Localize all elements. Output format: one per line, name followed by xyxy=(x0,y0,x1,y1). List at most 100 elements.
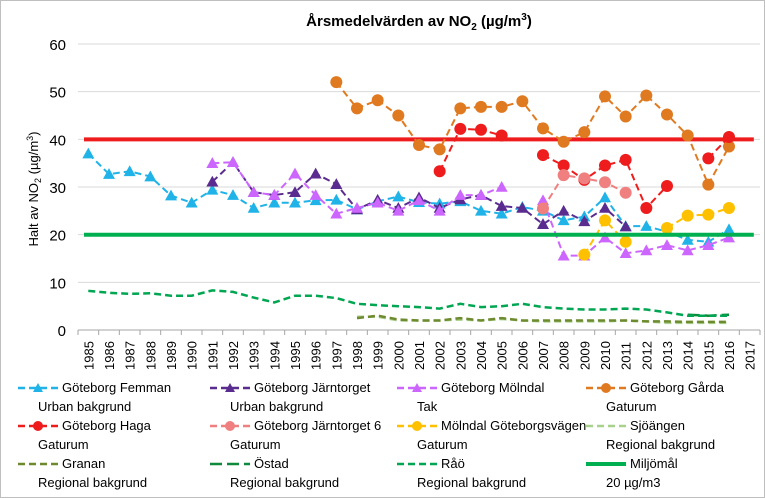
data-point xyxy=(454,189,467,200)
data-point xyxy=(82,147,95,159)
data-point xyxy=(557,204,570,216)
y-tick-label: 30 xyxy=(49,180,66,197)
data-point xyxy=(433,204,446,216)
series-line xyxy=(438,127,502,172)
data-point xyxy=(537,149,549,162)
data-point xyxy=(619,247,632,259)
data-point xyxy=(475,123,487,136)
data-point xyxy=(454,122,467,135)
data-point xyxy=(330,193,343,205)
series-10 xyxy=(88,289,729,317)
legend-sublabel: Gaturum xyxy=(230,437,281,452)
data-point xyxy=(702,208,715,221)
data-point xyxy=(557,169,570,182)
y-tick-label: 50 xyxy=(49,85,66,102)
x-tick-label: 2015 xyxy=(701,341,716,370)
legend-label: Göteborg Mölndal xyxy=(441,380,544,395)
series-line xyxy=(542,199,730,257)
y-tick-label: 10 xyxy=(49,275,66,292)
data-point xyxy=(640,244,653,256)
data-point xyxy=(578,172,591,185)
data-point xyxy=(537,218,549,229)
data-point xyxy=(578,126,591,139)
x-tick-label: 2014 xyxy=(681,341,696,370)
data-point xyxy=(537,122,549,135)
series-layer xyxy=(82,76,754,325)
data-point xyxy=(206,175,219,187)
data-point xyxy=(723,231,735,243)
data-point xyxy=(723,223,735,235)
data-point xyxy=(495,200,508,211)
data-point xyxy=(206,183,219,195)
series-line xyxy=(335,81,730,187)
data-point xyxy=(702,178,715,191)
data-point xyxy=(702,239,715,250)
x-tick-label: 1998 xyxy=(350,341,365,370)
data-point xyxy=(661,221,673,234)
x-tick-label: 1995 xyxy=(288,341,303,370)
x-tick-label: 1992 xyxy=(226,341,241,370)
data-point xyxy=(371,196,384,208)
x-tick-label: 2000 xyxy=(391,341,406,370)
x-tick-label: 2005 xyxy=(495,341,510,370)
series-5 xyxy=(537,169,632,215)
x-tick-label: 1988 xyxy=(143,341,158,370)
data-point xyxy=(351,201,363,213)
y-tick-label: 60 xyxy=(49,37,66,54)
data-point xyxy=(537,202,549,215)
x-tick-label: 2016 xyxy=(722,341,737,370)
legend-label: Göteborg Järntorget xyxy=(254,380,371,395)
data-point xyxy=(578,215,591,227)
data-point xyxy=(227,189,239,200)
series-7 xyxy=(357,315,729,325)
legend-item: Göteborg Järntorget Urban bakgrund xyxy=(210,380,371,414)
data-point xyxy=(165,189,177,201)
data-point xyxy=(661,180,673,193)
legend-item: Råö Regional bakgrund xyxy=(397,456,526,490)
data-point xyxy=(619,235,632,248)
chart-title: Årsmedelvärden av NO2 (µg/m3) xyxy=(306,12,532,33)
data-point xyxy=(495,181,508,192)
series-line xyxy=(356,314,729,324)
y-tick-label: 20 xyxy=(49,228,66,245)
x-tick-label: 1990 xyxy=(185,341,200,370)
axes: 0 10 20 30 40 50 60 1985 1986 1987 1988 1989 1990 199… xyxy=(49,37,761,370)
series-line xyxy=(87,152,730,243)
data-point xyxy=(661,108,673,121)
data-point xyxy=(351,102,363,115)
data-point xyxy=(247,186,260,198)
legend-label: Göteborg Femman xyxy=(62,380,171,395)
x-tick-label: 2012 xyxy=(639,341,654,370)
x-tick-label: 2008 xyxy=(557,341,572,370)
x-tick-label: 1999 xyxy=(371,341,386,370)
data-point xyxy=(599,201,611,213)
legend-sublabel: Gaturum xyxy=(606,399,657,414)
legend-swatch-marker xyxy=(33,383,43,392)
data-point xyxy=(557,159,570,172)
series-line xyxy=(666,207,730,229)
legend-sublabel: Regional bakgrund xyxy=(606,437,715,452)
x-tick-label: 1991 xyxy=(205,341,220,370)
data-point xyxy=(475,100,487,113)
y-tick-label: 0 xyxy=(58,323,66,340)
legend-label: Göteborg Haga xyxy=(62,418,152,433)
data-point xyxy=(330,76,343,89)
data-point xyxy=(433,143,446,156)
legend-item: Granan Regional bakgrund xyxy=(18,456,147,490)
data-point xyxy=(413,139,425,152)
x-tick-label: 1987 xyxy=(123,341,138,370)
x-tick-label: 1989 xyxy=(164,341,179,370)
data-point xyxy=(371,94,384,107)
data-point xyxy=(268,196,281,208)
data-point xyxy=(330,178,343,189)
legend-item: Göteborg Gårda Gaturum xyxy=(586,380,725,414)
data-point xyxy=(557,249,570,261)
legend-label: Östad xyxy=(254,456,289,471)
data-point xyxy=(289,186,301,198)
data-point xyxy=(578,248,591,261)
data-point xyxy=(640,89,653,102)
legend-sublabel: Regional bakgrund xyxy=(38,475,147,490)
x-tick-label: 1985 xyxy=(81,341,96,370)
data-point xyxy=(723,201,735,214)
